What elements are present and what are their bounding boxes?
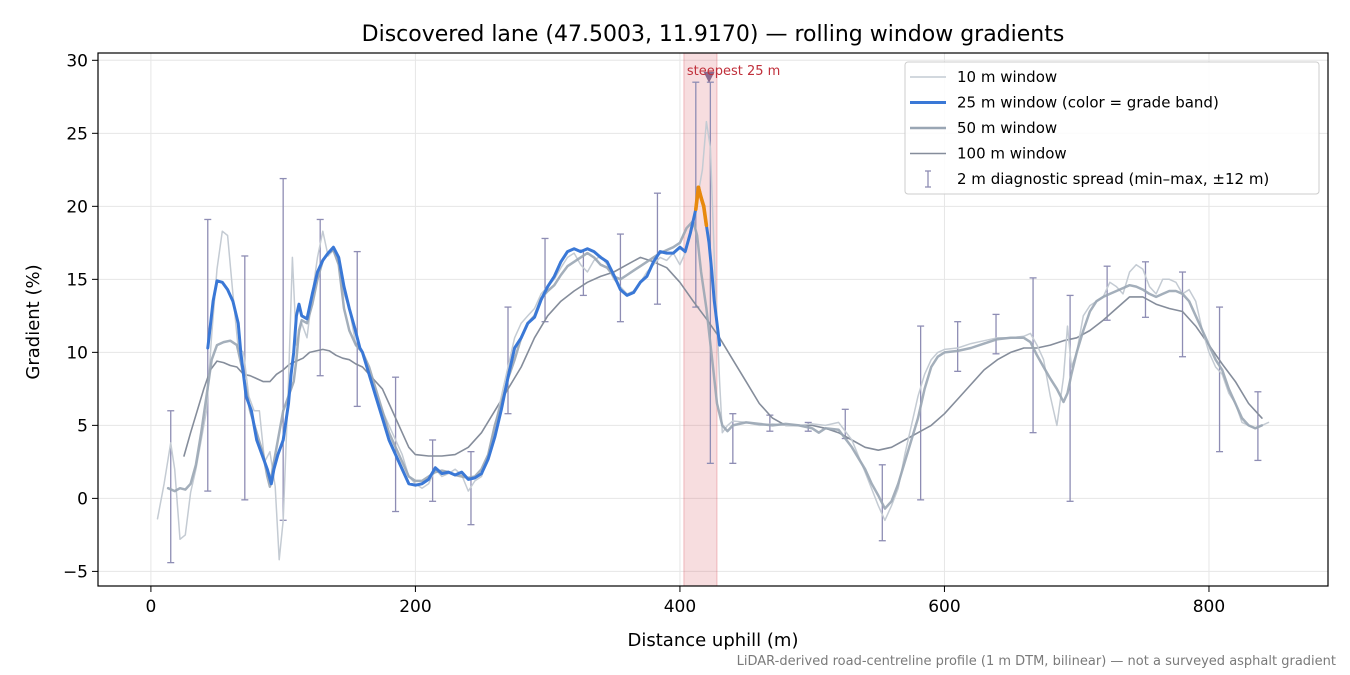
x-tick-label: 0 [145,597,156,617]
errorbar [992,313,1000,355]
series-line [166,219,1264,510]
x-tick-label: 200 [399,597,431,617]
y-tick-label: 15 [66,270,88,290]
footnote: LiDAR-derived road-centreline profile (1… [737,654,1336,669]
series-group [156,81,1270,564]
y-tick-label: 30 [66,51,88,71]
plot-area: steepest 25 m 0 200 400 600 800 −5 0 5 10 15 20 25 30… [63,51,1329,617]
y-tick-label: 0 [77,489,88,509]
errorbar [1179,271,1187,358]
y-tick-label: 5 [77,416,88,436]
legend-item: 2 m diagnostic spread (min–max, ±12 m) [925,170,1269,188]
y-tick-label: 25 [66,124,88,144]
legend-label: 100 m window [957,145,1067,163]
errorbar [204,218,212,492]
steepest-label: steepest 25 m [687,64,780,79]
steepest-marker [703,71,715,83]
legend-label: 50 m window [957,119,1057,137]
legend-label: 25 m window (color = grade band) [957,94,1219,112]
errorbar [954,321,962,372]
y-axis-label: Gradient (%) [23,264,44,379]
errorbar [1029,277,1037,434]
x-axis-label: Distance uphill (m) [628,630,799,651]
legend-box [904,61,1320,195]
legend: 10 m window 25 m window (color = grade ba… [904,61,1320,195]
y-tick-label: −5 [63,562,88,582]
errorbar [353,250,361,408]
plot-frame [97,52,1329,587]
legend-item: 25 m window (color = grade band) [910,94,1219,112]
y-tick-label: 10 [66,343,88,363]
errorbar [1103,265,1111,321]
grade-band-segment [701,204,709,228]
errorbar [1141,261,1149,318]
errorbar [729,413,737,464]
errorbar [1066,294,1074,502]
steepest-band [683,52,718,587]
x-tick-label: 400 [664,597,696,617]
x-tick-label: 800 [1193,597,1225,617]
legend-item: 10 m window [910,68,1057,86]
legend-item: 100 m window [910,145,1067,163]
errorbar [504,306,512,415]
legend-label: 2 m diagnostic spread (min–max, ±12 m) [957,170,1269,188]
x-tick-label: 600 [928,597,960,617]
chart-title: Discovered lane (47.5003, 11.9170) — rol… [362,22,1065,47]
errorbar [1216,306,1224,453]
series-line [206,185,722,487]
errorbar [167,410,175,564]
legend-label: 10 m window [957,68,1057,86]
legend-item: 50 m window [910,119,1057,137]
y-tick-label: 20 [66,197,88,217]
errorbar [917,325,925,501]
errorbar [653,192,661,305]
